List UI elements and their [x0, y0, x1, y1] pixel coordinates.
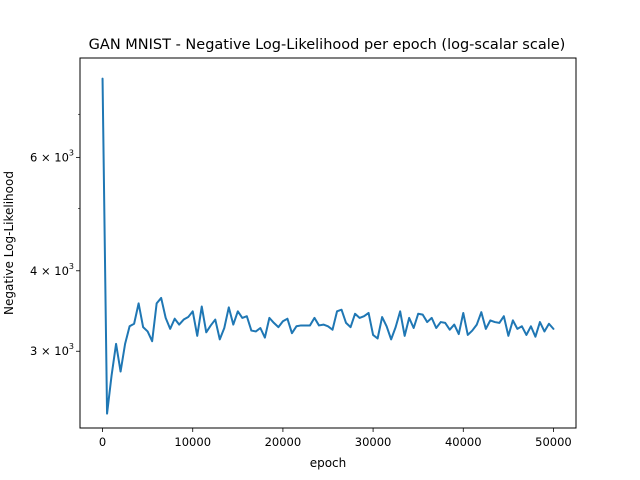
chart-title: GAN MNIST - Negative Log-Likelihood per …	[89, 37, 566, 53]
plot-area-frame	[79, 57, 577, 429]
x-tick-label: 30000	[355, 435, 392, 449]
y-tick-label: 3 × 103	[30, 342, 74, 358]
y-axis-label: Negative Log-Likelihood	[2, 171, 16, 315]
x-tick-label: 20000	[265, 435, 302, 449]
x-tick-label: 10000	[174, 435, 211, 449]
x-tick-label: 40000	[445, 435, 482, 449]
x-tick-label: 50000	[535, 435, 572, 449]
x-axis-label: epoch	[310, 456, 347, 470]
x-tick-label: 0	[99, 435, 106, 449]
series-line	[101, 77, 555, 415]
y-tick-label: 6 × 103	[30, 148, 74, 164]
ticks-layer: 0 10000 20000 30000 40000 50000 3 × 103 4 × 103…	[30, 113, 572, 449]
y-tick-label: 4 × 103	[30, 262, 74, 278]
